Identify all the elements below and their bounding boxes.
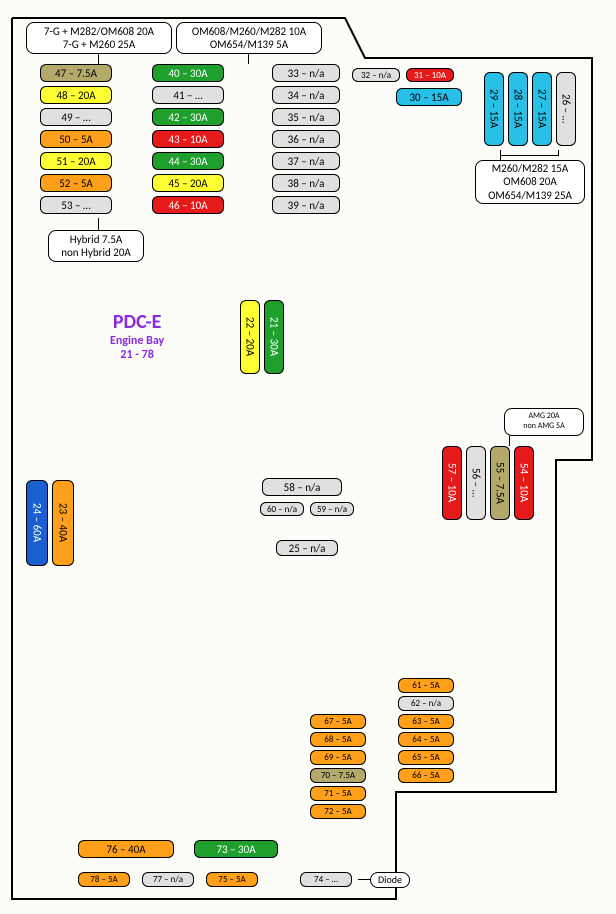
fuse-28: 28 – 15A [508,72,528,146]
fuse-64: 64 – 5A [398,732,454,747]
title-main: PDC-E [110,310,164,334]
fuse-62: 62 – n/a [398,696,454,711]
fuse-59: 59 – n/a [310,502,354,516]
fuse-67: 67 – 5A [310,714,366,729]
connector-line [98,218,99,230]
fuse-27: 27 – 15A [532,72,552,146]
fuse-22: 22 – 20A [240,300,260,374]
fuse-49: 49 – … [40,108,112,126]
fuse-55: 55 – 7.5A [490,446,510,520]
note-hybrid: Hybrid 7.5Anon Hybrid 20A [48,230,144,262]
fuse-45: 45 – 20A [152,174,224,192]
fuse-30: 30 – 15A [396,88,462,106]
connector-line [248,54,249,64]
fuse-35: 35 – n/a [272,108,340,126]
fuse-43: 43 – 10A [152,130,224,148]
fuse-44: 44 – 30A [152,152,224,170]
fuse-29: 29 – 15A [484,72,504,146]
title-sub2: 21 - 78 [110,348,164,362]
fuse-53: 53 – … [40,196,112,214]
fuse-68: 68 – 5A [310,732,366,747]
fuse-58: 58 – n/a [262,478,342,496]
note-amg: AMG 20Anon AMG 5A [504,408,584,436]
fuse-41: 41 – … [152,86,224,104]
connector-line [500,155,558,156]
fuse-66: 66 – 5A [398,768,454,783]
fuse-37: 37 – n/a [272,152,340,170]
fuse-69: 69 – 5A [310,750,366,765]
fuse-24: 24 – 60A [26,480,48,566]
fuse-47: 47 – 7.5A [40,64,112,82]
fuse-71: 71 – 5A [310,786,366,801]
fuse-52: 52 – 5A [40,174,112,192]
note-m260: M260/M282 15AOM608 20AOM654/M139 25A [475,160,585,204]
fuse-23: 23 – 40A [52,480,74,566]
fuse-48: 48 – 20A [40,86,112,104]
fuse-56: 56 – … [466,446,486,520]
note-diode: Diode [370,872,410,888]
fuse-70: 70 – 7.5A [310,768,366,783]
fuse-46: 46 – 10A [152,196,224,214]
fuse-60: 60 – n/a [260,502,304,516]
fuse-75: 75 – 5A [206,872,258,887]
fuse-39: 39 – n/a [272,196,340,214]
fuse-25: 25 – n/a [276,540,338,556]
connector-line [98,54,99,64]
fuse-72: 72 – 5A [310,804,366,819]
fuse-36: 36 – n/a [272,130,340,148]
fuse-76: 76 – 40A [78,840,174,858]
fuse-65: 65 – 5A [398,750,454,765]
title-sub1: Engine Bay [110,334,164,348]
diagram-title: PDC-E Engine Bay 21 - 78 [110,310,164,362]
fuse-63: 63 – 5A [398,714,454,729]
fuse-40: 40 – 30A [152,64,224,82]
fuse-77: 77 – n/a [142,872,194,887]
fuse-33: 33 – n/a [272,64,340,82]
fuse-26: 26 – … [556,72,576,146]
connector-line [509,436,510,446]
fuse-21: 21 – 30A [264,300,284,374]
connector-line [358,879,370,880]
fuse-50: 50 – 5A [40,130,112,148]
note-om608: OM608/M260/M282 10AOM654/M139 5A [176,22,322,54]
fuse-78: 78 – 5A [78,872,130,887]
fuse-51: 51 – 20A [40,152,112,170]
fuse-74: 74 – … [300,872,352,887]
fuse-54: 54 – 10A [514,446,534,520]
fuse-73: 73 – 30A [194,840,278,858]
note-7g: 7-G + M282/OM608 20A7-G + M260 25A [26,22,172,54]
fuse-42: 42 – 30A [152,108,224,126]
fuse-31: 31 – 10A [406,68,454,82]
fuse-32: 32 – n/a [352,68,400,82]
fuse-34: 34 – n/a [272,86,340,104]
fuse-57: 57 – 10A [442,446,462,520]
fuse-61: 61 – 5A [398,678,454,693]
fuse-38: 38 – n/a [272,174,340,192]
connector-line [558,150,559,156]
